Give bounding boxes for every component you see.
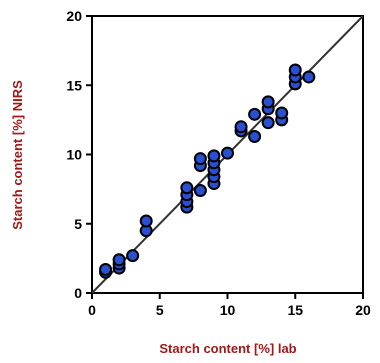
data-point — [221, 146, 234, 160]
data-point — [139, 214, 153, 228]
data-point — [261, 116, 275, 130]
data-point — [248, 129, 262, 143]
axis-ticks: 0 5 10 15 20 0 5 10 15 20 — [66, 8, 371, 318]
data-point — [99, 262, 113, 276]
x-axis-label: Starch content [%] lab — [159, 341, 296, 356]
data-point — [112, 253, 126, 267]
data-point — [275, 106, 289, 120]
data-point — [193, 184, 207, 198]
y-tick-label: 15 — [66, 77, 82, 93]
data-point — [248, 107, 262, 121]
data-point — [302, 70, 316, 84]
data-points — [99, 63, 316, 279]
y-tick-label: 5 — [74, 216, 82, 232]
data-point — [207, 149, 221, 163]
data-point — [193, 152, 207, 166]
x-tick-label: 15 — [287, 302, 303, 318]
x-tick-label: 10 — [220, 302, 236, 318]
data-point — [126, 249, 140, 263]
y-tick-label: 0 — [74, 285, 82, 301]
x-tick-label: 5 — [156, 302, 164, 318]
data-point — [261, 95, 275, 109]
data-point — [288, 63, 302, 77]
y-tick-label: 10 — [66, 147, 82, 163]
y-axis-label: Starch content [%] NIRS — [10, 80, 25, 230]
x-tick-label: 0 — [88, 302, 96, 318]
y-tick-label: 20 — [66, 8, 82, 24]
x-tick-label: 20 — [355, 302, 371, 318]
data-point — [234, 120, 248, 134]
data-point — [180, 181, 194, 195]
